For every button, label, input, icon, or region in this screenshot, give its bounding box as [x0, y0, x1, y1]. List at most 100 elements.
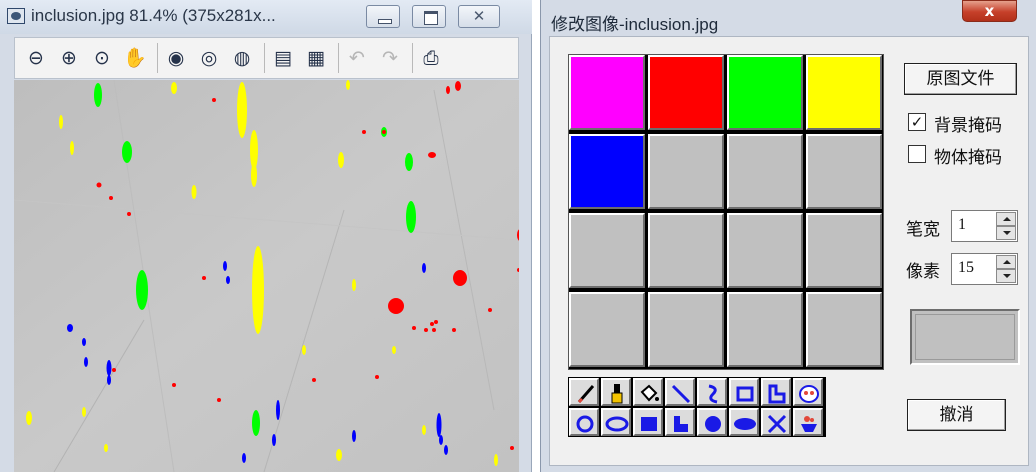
polygon-tool[interactable] [761, 378, 791, 406]
toolbar-separator [338, 43, 339, 73]
zoom-reset-icon[interactable]: ◍ [233, 47, 251, 69]
spin-up-arrow-icon[interactable] [996, 212, 1016, 226]
filled-circle-icon [705, 416, 721, 432]
checkbox-box[interactable]: ✓ [908, 113, 926, 131]
hand-icon[interactable]: ✋ [123, 47, 147, 69]
stamp-icon [799, 385, 819, 403]
cross-icon [767, 414, 787, 434]
pencil-icon [577, 385, 595, 404]
pen-width-value[interactable]: 1 [958, 216, 966, 233]
brush-tool[interactable] [601, 378, 631, 406]
stamp-tool[interactable] [793, 378, 823, 406]
cross-tool[interactable] [761, 408, 791, 436]
palette-swatch[interactable] [727, 292, 803, 367]
palette-swatch[interactable] [648, 134, 724, 209]
dialog-title: 修改图像-inclusion.jpg [551, 15, 719, 34]
palette-swatch[interactable] [806, 292, 882, 367]
zoom-out-icon[interactable]: ⊖ [28, 47, 44, 69]
zoom-region-icon[interactable]: ◉ [167, 47, 185, 69]
spin-up-arrow-icon[interactable] [996, 255, 1016, 269]
palette-swatch[interactable] [569, 134, 645, 209]
palette-swatch[interactable] [648, 55, 724, 130]
erase-tool[interactable] [793, 408, 823, 436]
printer-icon[interactable]: ⎙ [423, 47, 439, 69]
palette-swatch[interactable] [648, 213, 724, 288]
undo-button[interactable]: 撤消 [907, 399, 1006, 431]
original-file-button[interactable]: 原图文件 [904, 63, 1017, 95]
inclusion-image-view[interactable] [14, 80, 519, 472]
circle-tool[interactable] [569, 408, 599, 436]
line-tool[interactable] [665, 378, 695, 406]
zoom-in-icon[interactable]: ⊕ [61, 47, 77, 69]
filled-polygon-tool[interactable] [665, 408, 695, 436]
filled-ellipse-icon [734, 418, 756, 430]
pixel-label: 像素 [906, 262, 940, 282]
pen-width-spinner[interactable]: 1 [951, 210, 1018, 242]
checkbox-box[interactable] [908, 145, 926, 163]
image-toolbar: ⊖ ⊕ ⊙ ✋ ◉ ◎ ◍ ▤ ▦ ↶ ↷ ⎙ [14, 37, 519, 79]
rectangle-tool[interactable] [729, 378, 759, 406]
curve-icon [708, 384, 718, 404]
spinner-buttons [996, 212, 1016, 240]
rectangle-outline-icon [736, 386, 754, 402]
eraser-icon [801, 416, 817, 432]
dialog-client-area: 原图文件 ✓ 背景掩码 物体掩码 笔宽 1 像素 15 [549, 36, 1029, 466]
paint-bucket-icon [640, 384, 659, 402]
curve-tool[interactable] [697, 378, 727, 406]
layers-icon[interactable]: ▤ [274, 47, 292, 69]
spinner-buttons [996, 255, 1016, 283]
spin-down-arrow-icon[interactable] [996, 226, 1016, 240]
current-color-preview [910, 309, 1020, 365]
app-icon [7, 8, 25, 24]
palette-swatch[interactable] [806, 213, 882, 288]
pixel-spinner[interactable]: 15 [951, 253, 1018, 285]
toolbar-separator [157, 43, 158, 73]
palette-swatch[interactable] [648, 292, 724, 367]
palette-swatch[interactable] [569, 292, 645, 367]
brush-icon [611, 384, 623, 404]
filled-circle-tool[interactable] [697, 408, 727, 436]
palette-swatch[interactable] [806, 55, 882, 130]
background-mask-label: 背景掩码 [934, 116, 1002, 136]
circle-outline-icon [576, 415, 594, 433]
close-button[interactable]: ✕ [458, 5, 500, 28]
palette-swatch[interactable] [569, 213, 645, 288]
toolbar-separator [412, 43, 413, 73]
filled-ellipse-tool[interactable] [729, 408, 759, 436]
dialog-close-button[interactable]: x [962, 0, 1017, 22]
filled-rectangle-icon [641, 417, 657, 431]
image-window-title: inclusion.jpg 81.4% (375x281x... [31, 6, 276, 25]
redo-icon[interactable]: ↷ [382, 47, 398, 69]
edit-image-dialog: 修改图像-inclusion.jpg x 原图文件 ✓ 背景掩码 物体掩码 笔宽… [540, 0, 1036, 472]
filled-rectangle-tool[interactable] [633, 408, 663, 436]
pen-width-label: 笔宽 [906, 220, 940, 240]
maximize-button[interactable] [412, 5, 446, 28]
zoom-actual-icon[interactable]: ⊙ [94, 47, 110, 69]
palette-swatch[interactable] [727, 55, 803, 130]
undo-icon[interactable]: ↶ [349, 47, 365, 69]
filled-polygon-icon [674, 416, 688, 432]
drawing-tools [568, 377, 826, 437]
toolbar-separator [264, 43, 265, 73]
inclusion-micrograph [14, 80, 519, 472]
pixel-value[interactable]: 15 [958, 259, 974, 276]
palette-swatch[interactable] [569, 55, 645, 130]
close-icon: x [984, 2, 995, 20]
fill-tool[interactable] [633, 378, 663, 406]
palette-swatch[interactable] [727, 213, 803, 288]
ellipse-tool[interactable] [601, 408, 631, 436]
ellipse-outline-icon [605, 416, 629, 432]
minimize-button[interactable] [366, 5, 400, 28]
spin-down-arrow-icon[interactable] [996, 269, 1016, 283]
image-window-titlebar[interactable]: inclusion.jpg 81.4% (375x281x... ✕ [0, 0, 532, 34]
image-window: inclusion.jpg 81.4% (375x281x... ✕ ⊖ ⊕ ⊙ ✋ ◉… [0, 0, 532, 472]
zoom-window-icon[interactable]: ◎ [200, 47, 218, 69]
color-palette [568, 54, 884, 370]
layers-blue-icon[interactable]: ▦ [307, 47, 325, 69]
object-mask-label: 物体掩码 [934, 148, 1002, 168]
palette-swatch[interactable] [806, 134, 882, 209]
line-icon [671, 384, 691, 404]
palette-swatch[interactable] [727, 134, 803, 209]
close-icon: ✕ [472, 7, 486, 25]
pencil-tool[interactable] [569, 378, 599, 406]
